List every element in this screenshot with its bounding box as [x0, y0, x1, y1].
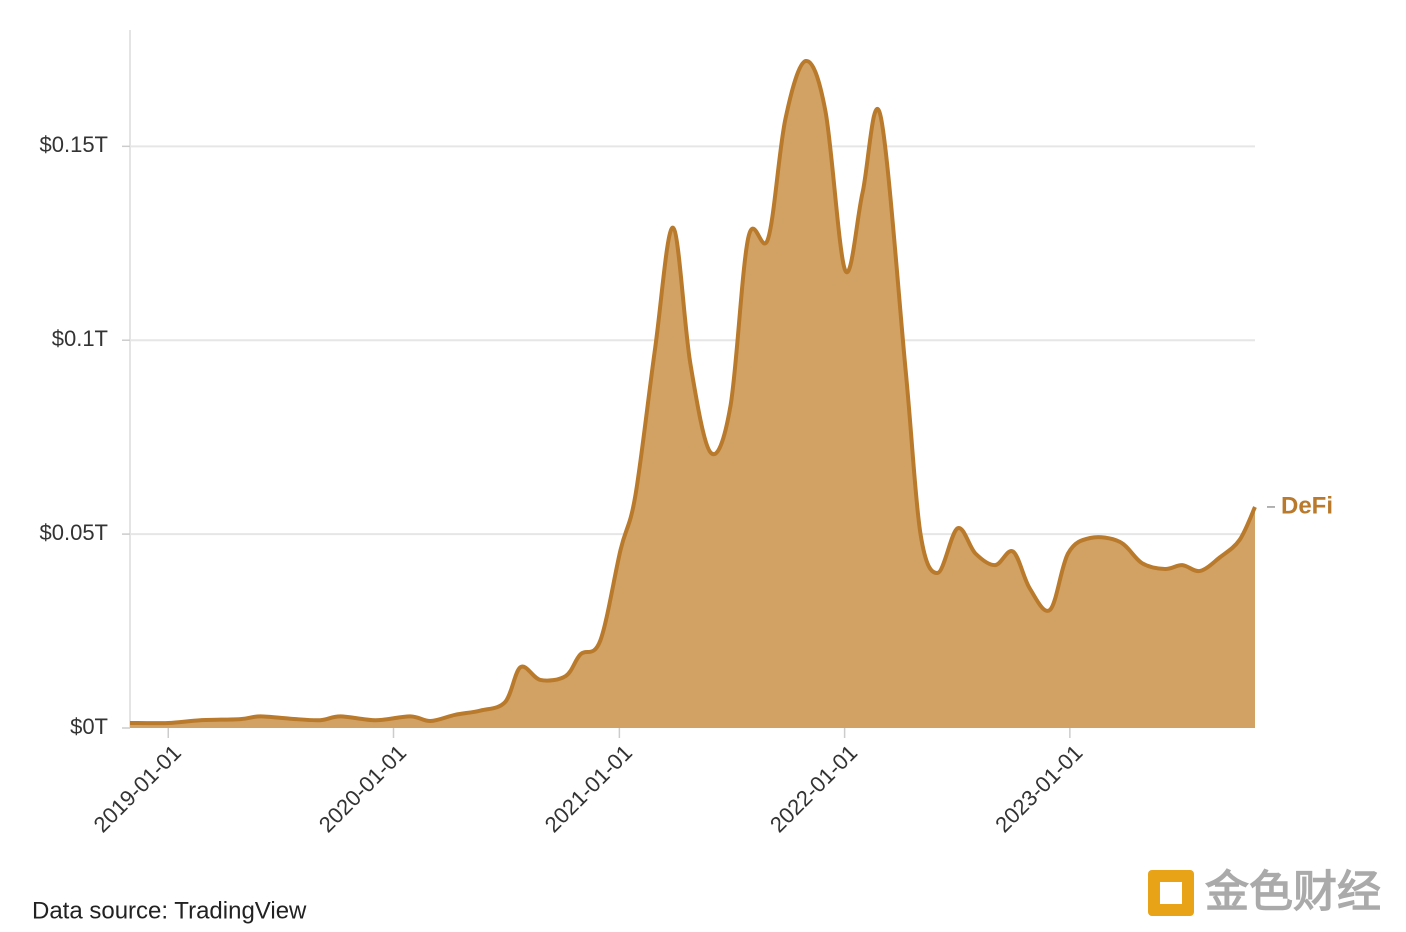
x-tick-label: 2022-01-01: [765, 740, 862, 837]
area: [130, 60, 1255, 728]
x-tick-label: 2020-01-01: [314, 740, 411, 837]
y-tick-label: $0.05T: [40, 520, 109, 545]
y-tick-label: $0.15T: [40, 132, 109, 157]
x-tick-label: 2021-01-01: [540, 740, 637, 837]
series-label: DeFi: [1281, 492, 1333, 519]
line: [129, 59, 1257, 726]
y-tick-label: $0T: [70, 714, 108, 739]
x-tick-label: 2019-01-01: [89, 740, 186, 837]
source-note: Data source: TradingView: [32, 897, 307, 924]
watermark-text: 金色财经: [1204, 868, 1381, 917]
y-tick-label: $0.1T: [52, 326, 108, 351]
watermark: 金色财经: [1148, 868, 1381, 917]
x-tick-label: 2023-01-01: [990, 740, 1087, 837]
watermark-logo-inner: [1160, 882, 1182, 904]
